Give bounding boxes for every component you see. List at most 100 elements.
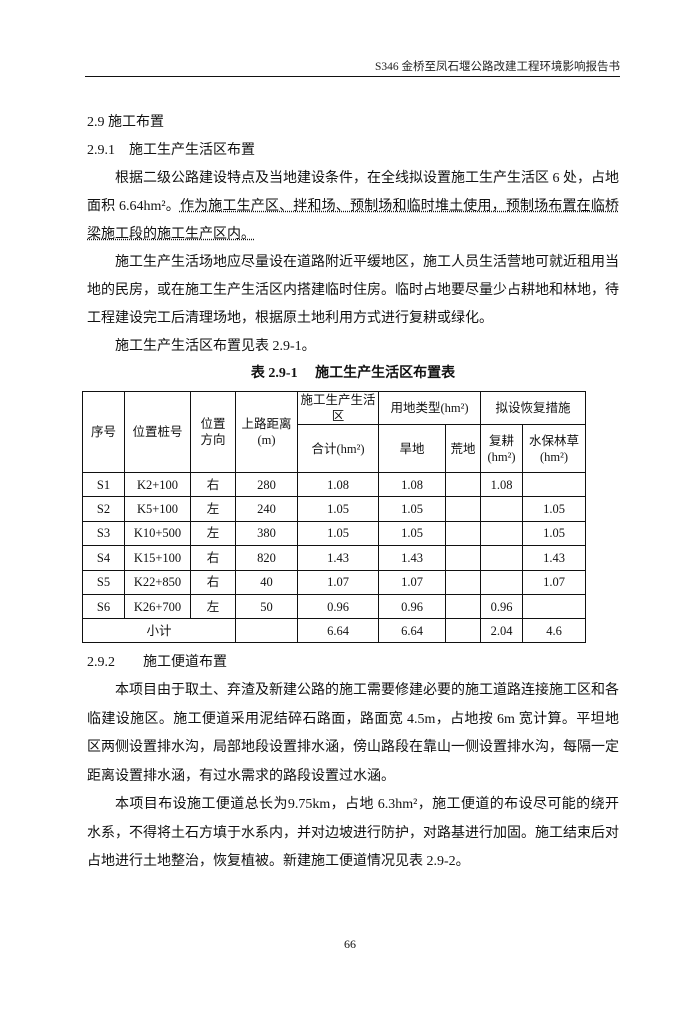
header-stake: 位置桩号	[124, 391, 191, 473]
table-row: S6 K26+700 左 50 0.96 0.96 0.96	[82, 593, 586, 620]
cell: 240	[235, 496, 298, 522]
header-farm-text: 复耕(hm²)	[487, 433, 516, 464]
cell: 0.96	[480, 593, 523, 620]
cell	[445, 496, 481, 522]
cell	[445, 618, 481, 644]
cell: 1.05	[378, 520, 446, 547]
subsection-number: 2.9.2	[87, 655, 115, 671]
cell: K15+100	[124, 545, 191, 571]
table-row: S3 K10+500 左 380 1.05 1.05 1.05	[82, 520, 586, 547]
cell	[445, 593, 481, 620]
cell: 左	[190, 496, 236, 522]
cell: 1.08	[378, 471, 446, 498]
cell: 6.64	[378, 618, 446, 644]
cell: 2.04	[480, 618, 523, 644]
subsection-number: 2.9.1	[87, 143, 115, 158]
cell	[522, 593, 586, 620]
page-number: 66	[344, 936, 356, 951]
table-row: S5 K22+850 右 40 1.07 1.07 1.07	[82, 569, 586, 595]
cell: 1.05	[297, 496, 379, 522]
cell	[522, 471, 586, 498]
cell	[480, 520, 523, 547]
cell: 1.07	[522, 569, 586, 595]
header-soil-text: 水保林草(hm²)	[528, 433, 579, 464]
paragraph: 施工生产生活场地应尽量设在道路附近平缓地区，施工人员生活营地可就近租用当地的民房…	[87, 255, 619, 326]
section-2-9-2-block: 2.9.2 施工便道布置 本项目由于取土、弃渣及新建公路的施工需要修建必要的施工…	[87, 649, 619, 877]
header-direction-text: 位置方向	[200, 417, 226, 447]
cell: K2+100	[124, 471, 191, 498]
header-total: 合计(hm²)	[297, 424, 379, 473]
table-row: S4 K15+100 右 820 1.43 1.43 1.43	[82, 545, 586, 571]
cell: 6.64	[297, 618, 379, 644]
cell: 280	[235, 471, 298, 498]
subsection-heading: 2.9.1 施工生产生活区布置	[87, 137, 619, 165]
cell: 40	[235, 569, 298, 595]
header-dry: 旱地	[378, 424, 446, 473]
cell: 1.08	[297, 471, 379, 498]
cell: 1.07	[378, 569, 446, 595]
cell	[480, 496, 523, 522]
paragraph-text-underlined: 作为施工生产区、拌和场、预制场和临时堆土使用，预制场布置在临桥梁施工段的施工生产…	[87, 199, 619, 242]
cell: K22+850	[124, 569, 191, 595]
paragraph: 本项目由于取土、弃渣及新建公路的施工需要修建必要的施工道路连接施工区和各临建设施…	[87, 683, 619, 784]
cell: 380	[235, 520, 298, 547]
cell	[235, 618, 298, 644]
subsection-heading: 2.9.2 施工便道布置	[87, 649, 619, 677]
cell: S6	[82, 593, 125, 620]
header-distance-text: 上路距离(m)	[241, 417, 292, 447]
cell	[445, 471, 481, 498]
page-body: 2.9 施工布置 2.9.1 施工生产生活区布置 根据二级公路建设特点及当地建设…	[82, 0, 619, 1032]
cell: S1	[82, 471, 125, 498]
cell: 1.43	[522, 545, 586, 571]
header-rule	[85, 76, 620, 77]
cell: 1.05	[522, 496, 586, 522]
cell: 820	[235, 545, 298, 571]
cell	[445, 545, 481, 571]
cell: K10+500	[124, 520, 191, 547]
cell: 0.96	[378, 593, 446, 620]
header-zone: 施工生产生活区	[297, 391, 379, 425]
cell	[445, 569, 481, 595]
cell	[445, 520, 481, 547]
header-seq: 序号	[82, 391, 125, 473]
cell: 0.96	[297, 593, 379, 620]
paragraph: 施工生产生活区布置见表 2.9-1。	[115, 339, 316, 354]
paragraph: 根据二级公路建设特点及当地建设条件，在全线拟设置施工生产生活区 6 处，占地面积…	[87, 165, 619, 249]
cell: 1.05	[297, 520, 379, 547]
cell: 1.08	[480, 471, 523, 498]
header-waste: 荒地	[445, 424, 481, 473]
subsection-title: 施工生产生活区布置	[129, 143, 255, 158]
section-heading: 2.9 施工布置	[87, 115, 164, 130]
cell: 1.07	[297, 569, 379, 595]
cell: 右	[190, 471, 236, 498]
header-land-type: 用地类型(hm²)	[378, 391, 481, 425]
cell: S3	[82, 520, 125, 547]
cell: 右	[190, 545, 236, 571]
paragraph-text: 根据二级公路建设特点及当地建设条件，在全线拟设置施工生产生活区 6 处，占地面积…	[87, 171, 619, 214]
cell: K5+100	[124, 496, 191, 522]
cell: 1.43	[297, 545, 379, 571]
cell: 左	[190, 593, 236, 620]
cell	[480, 545, 523, 571]
cell	[480, 569, 523, 595]
layout-table: 序号 位置桩号 位置方向 上路距离(m) 施工生产生活区 用地类型(hm²) 拟…	[82, 391, 586, 644]
header-farm: 复耕(hm²)	[480, 424, 523, 473]
cell: S2	[82, 496, 125, 522]
cell: S5	[82, 569, 125, 595]
subsection-title: 施工便道布置	[143, 655, 227, 671]
cell: 左	[190, 520, 236, 547]
subtotal-row: 小计 6.64 6.64 2.04 4.6	[82, 618, 586, 644]
table-caption: 表 2.9-1 施工生产生活区布置表	[250, 366, 456, 381]
table-row: S2 K5+100 左 240 1.05 1.05 1.05	[82, 496, 586, 522]
header-direction: 位置方向	[190, 391, 236, 473]
cell: 4.6	[522, 618, 586, 644]
cell: 1.05	[522, 520, 586, 547]
cell: S4	[82, 545, 125, 571]
running-header: S346 金桥至凤石堰公路改建工程环境影响报告书	[374, 61, 620, 73]
cell: 右	[190, 569, 236, 595]
subtotal-label: 小计	[82, 618, 236, 644]
table-row: S1 K2+100 右 280 1.08 1.08 1.08	[82, 471, 586, 498]
cell: 1.05	[378, 496, 446, 522]
section-2-9-1-block: 2.9 施工布置 2.9.1 施工生产生活区布置 根据二级公路建设特点及当地建设…	[87, 109, 619, 361]
